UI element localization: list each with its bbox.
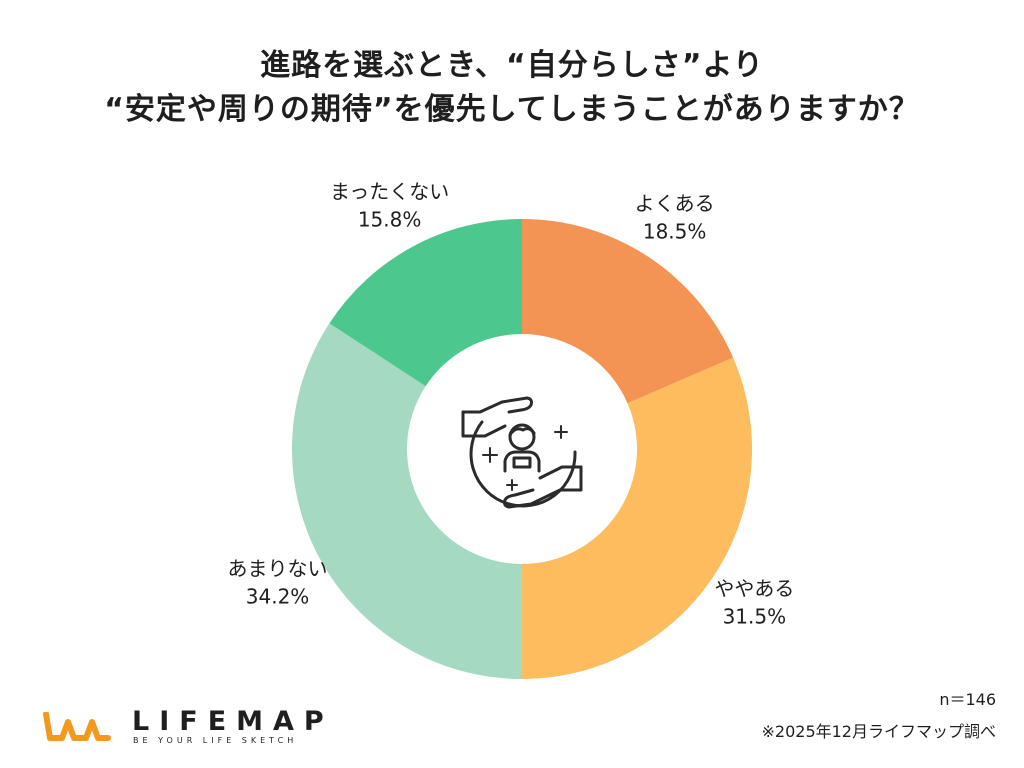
slice-value-label: 34.2%	[246, 584, 310, 608]
slice-label-0: よくある 18.5%	[635, 192, 715, 244]
lifemap-logo-name: LIFEMAP	[132, 706, 334, 737]
slice-category-label: まったくない	[330, 180, 449, 204]
donut-slices	[292, 219, 752, 679]
slice-label-1: ややある 31.5%	[714, 577, 794, 629]
slice-category-label: ややある	[714, 577, 794, 601]
donut-slice-2	[292, 323, 522, 679]
slice-labels: よくある 18.5% ややある 31.5% あまりない 34.2% まったくない 15.8%	[228, 180, 795, 629]
chart-title: 進路を選ぶとき、“自分らしさ”より “安定や周りの期待”を優先してしまうことがあ…	[0, 44, 1024, 132]
chart-title-line-1: 進路を選ぶとき、“自分らしさ”より	[260, 48, 764, 83]
lifemap-logo-mark	[43, 712, 111, 741]
donut-slice-1	[522, 357, 752, 679]
slice-label-3: まったくない 15.8%	[330, 180, 449, 232]
person-protected-by-hands-icon	[461, 396, 583, 509]
slice-category-label: よくある	[635, 192, 715, 216]
donut-slice-3	[329, 219, 522, 387]
slice-value-label: 18.5%	[643, 220, 707, 244]
slice-value-label: 15.8%	[358, 208, 422, 232]
slice-value-label: 31.5%	[723, 605, 787, 629]
donut-slice-0	[522, 219, 734, 404]
lifemap-logo-tagline: BE YOUR LIFE SKETCH	[133, 736, 298, 745]
lifemap-logo: LIFEMAP BE YOUR LIFE SKETCH	[40, 706, 340, 748]
slice-category-label: あまりない	[228, 556, 328, 580]
source-note: ※2025年12月ライフマップ調べ	[761, 722, 997, 741]
chart-title-line-2: “安定や周りの期待”を優先してしまうことがありますか？	[104, 92, 920, 127]
sample-size-note: n＝146	[939, 690, 996, 709]
slice-label-2: あまりない 34.2%	[228, 556, 328, 608]
